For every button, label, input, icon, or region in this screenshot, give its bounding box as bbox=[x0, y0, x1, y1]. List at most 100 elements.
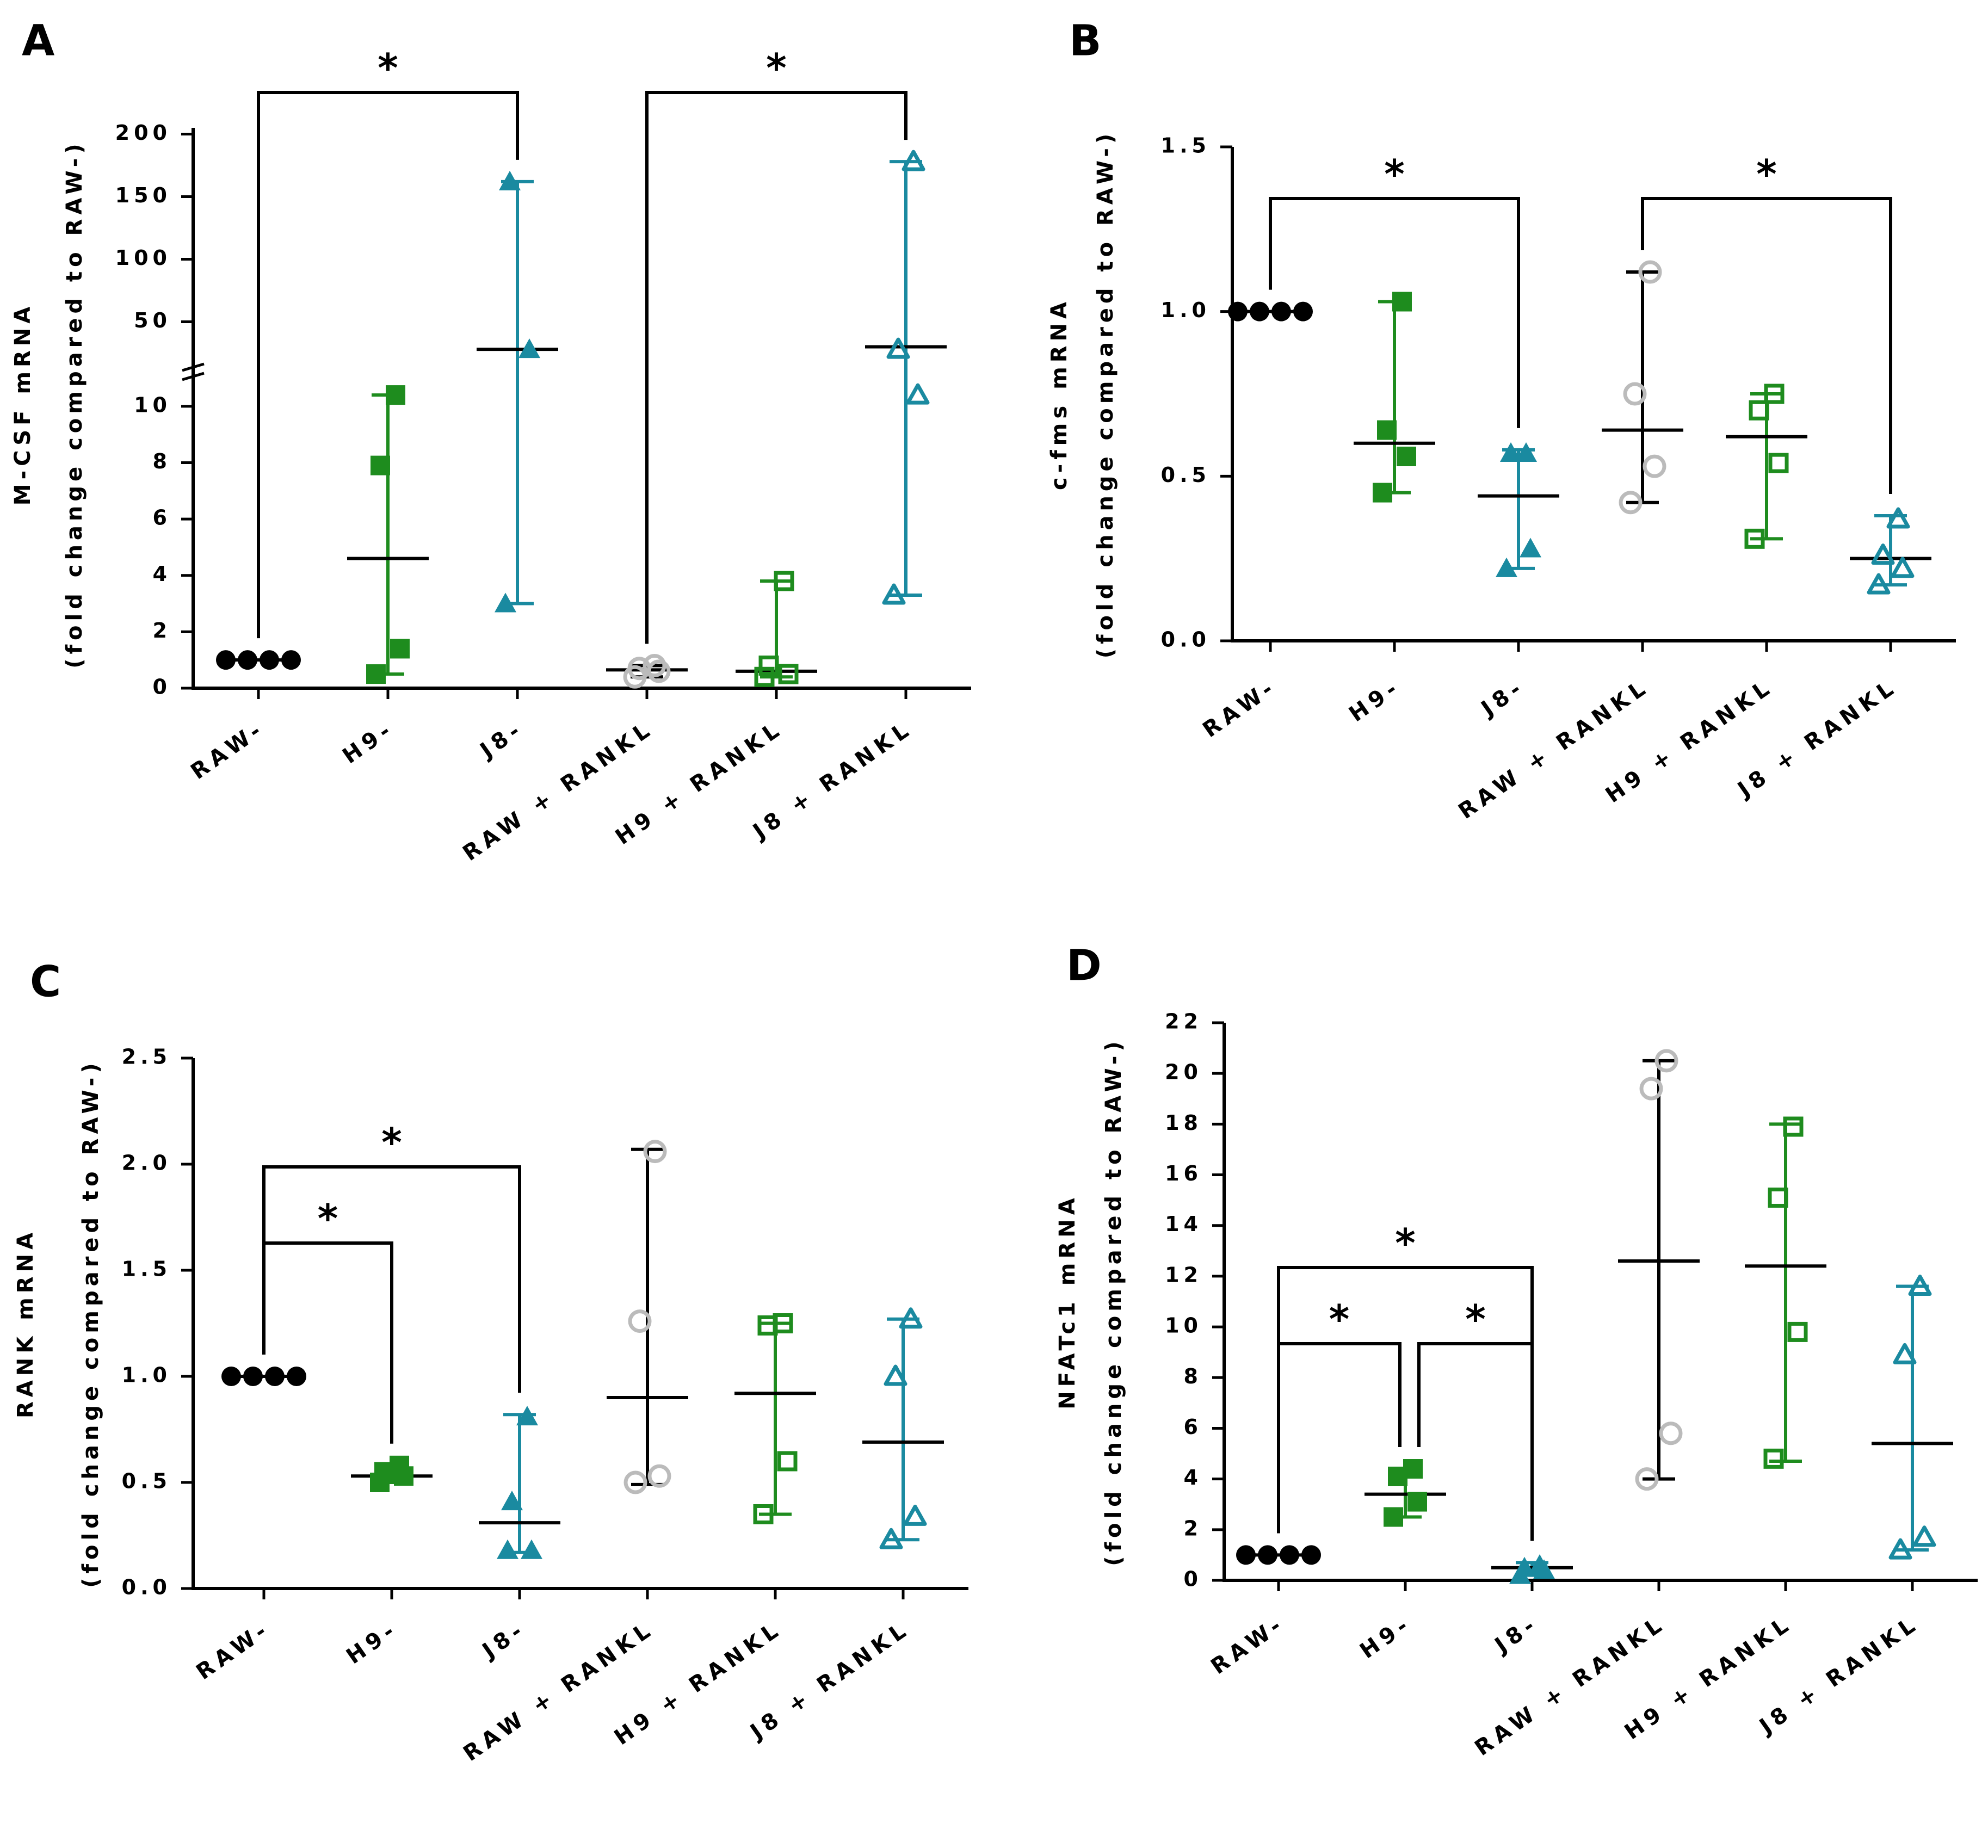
series-j8- bbox=[477, 170, 558, 613]
y-tick-label: 0.5 bbox=[122, 1469, 171, 1493]
data-point bbox=[1500, 442, 1522, 462]
axis-break-mark bbox=[182, 372, 205, 381]
x-tick-label: RAW- bbox=[192, 1616, 275, 1685]
significance-bracket bbox=[1641, 197, 1892, 494]
data-point bbox=[1228, 301, 1248, 322]
y-tick-label: 100 bbox=[115, 246, 171, 270]
y-axis-title: RANK mRNA bbox=[13, 1228, 38, 1418]
data-point bbox=[753, 1504, 774, 1524]
x-tick-label: J8- bbox=[1475, 674, 1530, 722]
significance-star: * bbox=[381, 1120, 402, 1165]
y-tick-label: 8 bbox=[153, 449, 171, 473]
data-point bbox=[281, 650, 301, 670]
data-point bbox=[1623, 382, 1647, 406]
data-point bbox=[390, 1455, 409, 1475]
data-point bbox=[238, 650, 257, 670]
data-point bbox=[501, 1491, 523, 1511]
data-point bbox=[882, 583, 906, 605]
series-j8- bbox=[1491, 1554, 1573, 1584]
data-point bbox=[1787, 1321, 1808, 1342]
data-point bbox=[386, 385, 405, 405]
series-j8-rankl bbox=[862, 1307, 944, 1549]
panel-label: B bbox=[1069, 16, 1101, 65]
data-point bbox=[643, 654, 666, 678]
y-tick-label: 2 bbox=[1184, 1516, 1202, 1540]
data-point bbox=[1893, 1343, 1917, 1364]
data-point bbox=[216, 650, 236, 670]
y-tick-label: 0.0 bbox=[1161, 628, 1211, 652]
series-raw- bbox=[221, 1367, 306, 1386]
data-point bbox=[1764, 384, 1785, 404]
series-h9- bbox=[1365, 1459, 1446, 1527]
x-tick-label: J8- bbox=[1489, 1611, 1544, 1659]
data-point bbox=[1301, 1545, 1321, 1565]
data-point bbox=[390, 639, 410, 659]
data-point bbox=[778, 664, 799, 684]
data-point bbox=[1912, 1525, 1936, 1547]
significance-star: * bbox=[1395, 1220, 1416, 1266]
data-point bbox=[884, 1364, 907, 1386]
data-point bbox=[1280, 1545, 1299, 1565]
data-point bbox=[1515, 442, 1537, 462]
x-tick-label: J8- bbox=[474, 716, 529, 764]
data-point bbox=[371, 455, 390, 475]
data-point bbox=[1373, 483, 1392, 503]
x-tick-label: RAW- bbox=[1198, 674, 1281, 743]
series-raw- bbox=[216, 650, 301, 670]
y-tick-label: 1.0 bbox=[1161, 298, 1211, 322]
series-raw- bbox=[1236, 1545, 1321, 1565]
significance-star: * bbox=[318, 1196, 338, 1241]
data-point bbox=[1403, 1459, 1423, 1479]
series-j8- bbox=[1478, 442, 1559, 577]
data-point bbox=[287, 1367, 306, 1386]
data-point bbox=[499, 170, 521, 190]
data-point bbox=[1744, 528, 1765, 549]
data-point bbox=[243, 1367, 263, 1386]
data-point bbox=[1293, 301, 1313, 322]
data-point bbox=[1236, 1545, 1256, 1565]
series-raw-rankl bbox=[606, 654, 688, 689]
data-point bbox=[1639, 1077, 1663, 1101]
y-tick-label: 16 bbox=[1165, 1161, 1202, 1185]
series-h9-rankl bbox=[1745, 1116, 1826, 1469]
data-point bbox=[1749, 400, 1769, 421]
series-raw-rankl bbox=[1602, 260, 1683, 515]
data-point bbox=[1888, 1538, 1912, 1560]
x-tick-label: H9- bbox=[1344, 674, 1405, 727]
y-tick-label: 0 bbox=[1184, 1567, 1202, 1591]
y-axis-subtitle: (fold change compared to RAW-) bbox=[78, 1059, 103, 1587]
data-point bbox=[879, 1528, 903, 1549]
panel-label: A bbox=[22, 16, 54, 65]
y-tick-label: 18 bbox=[1165, 1111, 1202, 1135]
x-tick-label: RAW- bbox=[186, 716, 269, 785]
y-tick-label: 200 bbox=[115, 121, 171, 145]
series-j8- bbox=[479, 1406, 560, 1559]
y-tick-label: 1.5 bbox=[1161, 134, 1211, 158]
data-point bbox=[1384, 1507, 1403, 1527]
significance-star: * bbox=[1465, 1296, 1486, 1342]
data-point bbox=[903, 1504, 927, 1526]
data-point bbox=[1891, 557, 1915, 578]
series-h9- bbox=[1354, 292, 1435, 503]
y-tick-label: 1.0 bbox=[122, 1363, 171, 1387]
data-point bbox=[1514, 1556, 1535, 1577]
data-point bbox=[906, 383, 930, 405]
y-axis-title: M-CSF mRNA bbox=[10, 302, 35, 505]
data-point bbox=[1867, 573, 1891, 595]
series-raw- bbox=[1228, 301, 1313, 322]
y-tick-label: 2.0 bbox=[122, 1151, 171, 1175]
significance-bracket bbox=[645, 91, 907, 644]
y-tick-label: 0.0 bbox=[122, 1575, 171, 1599]
data-point bbox=[623, 1470, 647, 1494]
significance-star: * bbox=[1384, 151, 1405, 197]
y-axis-title: NFATc1 mRNA bbox=[1055, 1194, 1080, 1409]
data-point bbox=[1763, 1448, 1784, 1469]
data-point bbox=[1397, 447, 1416, 467]
y-axis-subtitle: (fold change compared to RAW-) bbox=[1101, 1037, 1126, 1566]
y-tick-label: 20 bbox=[1165, 1060, 1202, 1084]
data-point bbox=[1258, 1545, 1277, 1565]
y-tick-label: 4 bbox=[1184, 1466, 1202, 1489]
x-tick-label: H9- bbox=[342, 1616, 403, 1670]
x-tick-label: J8- bbox=[477, 1616, 531, 1665]
data-point bbox=[773, 1313, 793, 1333]
